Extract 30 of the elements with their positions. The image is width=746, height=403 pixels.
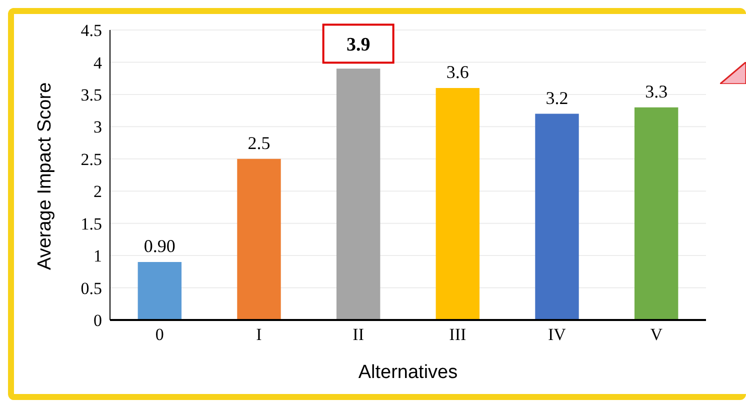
- y-tick-label: 2: [94, 182, 102, 202]
- data-label: 0.90: [144, 236, 176, 256]
- data-label: 3.3: [645, 81, 668, 102]
- x-tick-label: V: [650, 325, 664, 344]
- y-axis-title: Average Impact Score: [34, 82, 56, 270]
- y-tick-label: 2.5: [80, 150, 102, 169]
- bar: [634, 107, 678, 320]
- y-tick-label: 3: [94, 118, 102, 137]
- x-tick-label: I: [256, 325, 262, 344]
- data-label: 3.2: [546, 88, 568, 108]
- x-axis-title: Alternatives: [358, 362, 458, 383]
- y-tick-label: 0.5: [80, 278, 102, 298]
- y-tick-label: 1.5: [80, 214, 102, 234]
- data-label: 3.6: [446, 62, 469, 82]
- annotation: 3.9: [346, 34, 370, 56]
- y-tick-label: 4: [94, 53, 102, 72]
- x-tick-label: III: [449, 325, 466, 344]
- y-tick-label: 4.5: [80, 21, 102, 40]
- bar: [436, 88, 480, 320]
- x-tick-label: IV: [548, 325, 567, 344]
- y-tick-label: 3.5: [80, 85, 102, 104]
- x-tick-label: 0: [155, 325, 164, 344]
- x-tick-label: II: [352, 325, 364, 344]
- bar: [237, 158, 281, 320]
- y-tick-label: 1: [94, 246, 102, 266]
- bar: [138, 262, 182, 320]
- bar: [336, 68, 380, 320]
- y-tick-label: 0: [94, 311, 102, 330]
- bar: [535, 114, 579, 320]
- data-label: 2.5: [248, 132, 270, 153]
